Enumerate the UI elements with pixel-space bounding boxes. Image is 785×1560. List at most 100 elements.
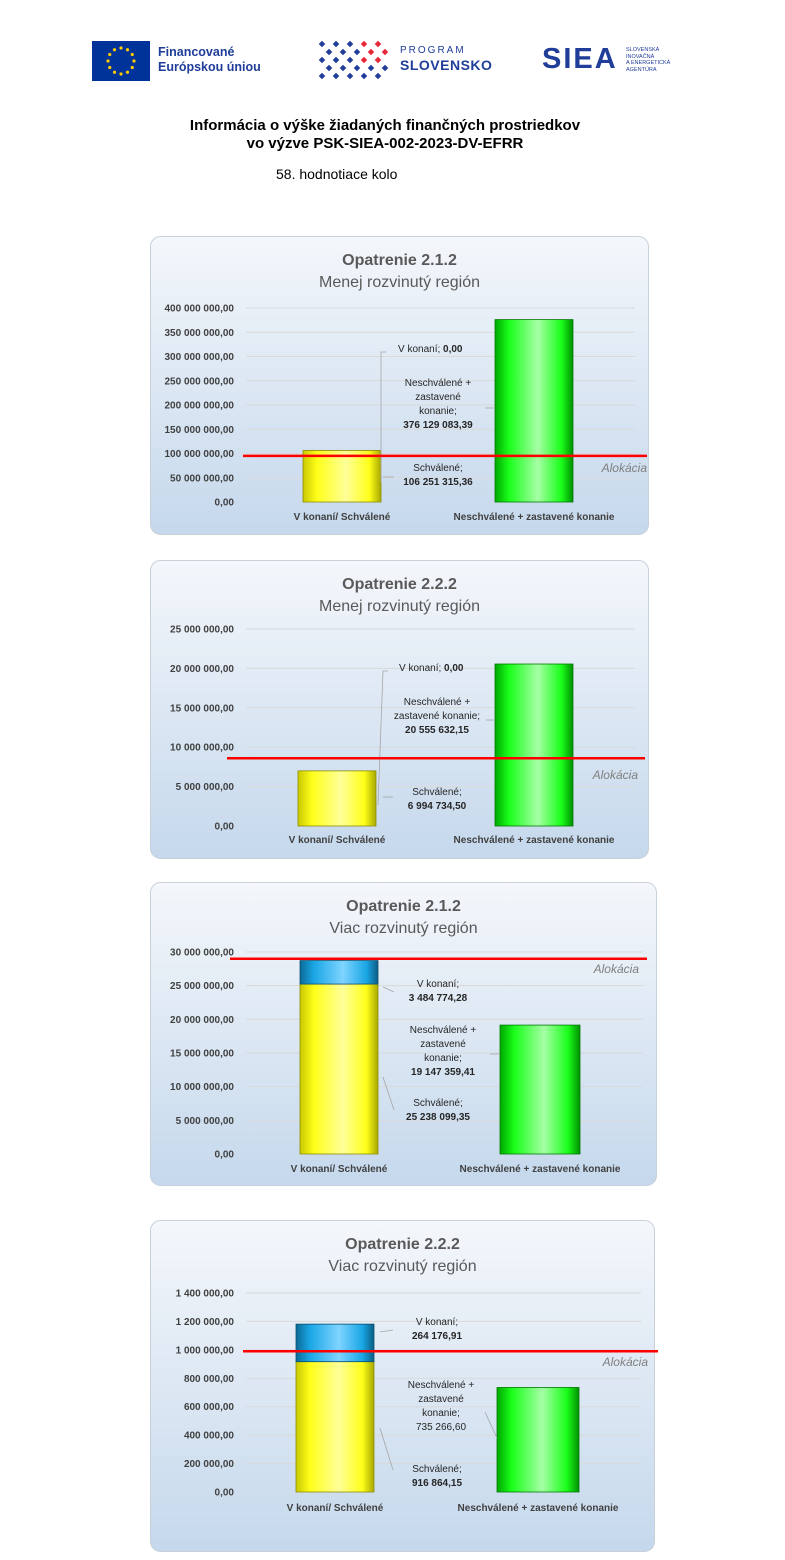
bar-approved — [297, 770, 377, 827]
eu-logo-text: Financované Európskou úniou — [158, 45, 261, 74]
y-tick-label: 10 000 000,00 — [170, 1082, 234, 1093]
bar-rejected — [499, 1024, 581, 1155]
eu-star-icon — [119, 46, 123, 50]
chart-svg: Opatrenie 2.1.2 Menej rozvinutý región 0,0… — [150, 236, 649, 535]
data-label: V konaní; 0,00 — [398, 344, 463, 355]
y-tick-label: 25 000 000,00 — [170, 981, 234, 992]
label-leader-line — [379, 1329, 394, 1333]
y-tick-label: 15 000 000,00 — [170, 703, 234, 714]
bar-rejected — [496, 1387, 580, 1493]
ps-diamond-icon — [346, 72, 354, 80]
label-leader-line — [377, 670, 388, 806]
y-tick-label: 400 000,00 — [184, 1431, 234, 1442]
category-label: Neschválené + zastavené konanie — [454, 835, 615, 846]
ps-diamond-icon — [346, 40, 354, 48]
y-tick-label: 1 200 000,00 — [176, 1317, 235, 1328]
y-tick-label: 5 000 000,00 — [176, 782, 235, 793]
category-label: V konaní/ Schválené — [287, 1503, 384, 1514]
ps-diamond-icon — [318, 72, 326, 80]
y-tick-label: 150 000 000,00 — [164, 425, 234, 436]
ps-diamond-icon — [318, 56, 326, 64]
data-label: Schválené; 25 238 099,35 — [406, 1098, 470, 1123]
data-label: Neschválené + zastavené konanie; 20 555 63… — [394, 697, 480, 736]
chart-subtitle: Menej rozvinutý región — [319, 598, 480, 615]
chart-title: Opatrenie 2.2.2 — [345, 1236, 460, 1253]
eu-star-icon — [125, 70, 130, 74]
ps-diamond-icon — [318, 40, 326, 48]
eu-star-icon — [112, 48, 117, 52]
bar-in-progress — [295, 1323, 375, 1363]
label-leader-line — [380, 351, 386, 482]
y-tick-label: 100 000 000,00 — [164, 449, 234, 460]
allocation-label: Alokácia — [602, 1355, 649, 1369]
category-label: V konaní/ Schválené — [294, 512, 391, 523]
y-tick-label: 10 000 000,00 — [170, 743, 234, 754]
data-label: Schválené; 916 864,15 — [412, 1464, 462, 1489]
data-label: Schválené; 6 994 734,50 — [408, 787, 467, 812]
siea-logo: SIEA SLOVENSKÁ INOVAČNÁ A ENERGETICKÁ AG… — [542, 43, 692, 83]
chart-title: Opatrenie 2.1.2 — [342, 252, 457, 269]
y-tick-label: 600 000,00 — [184, 1402, 234, 1413]
y-tick-label: 50 000 000,00 — [170, 473, 234, 484]
chart-title: Opatrenie 2.1.2 — [346, 898, 461, 915]
y-tick-label: 300 000 000,00 — [164, 352, 234, 363]
y-tick-label: 30 000 000,00 — [170, 948, 234, 959]
data-label: Neschválené + zastavené konanie; 735 266,60 — [408, 1380, 475, 1433]
category-label: Neschválené + zastavené konanie — [454, 512, 615, 523]
evaluation-round: 58. hodnotiace kolo — [276, 166, 398, 182]
chart-subtitle: Viac rozvinutý región — [328, 1258, 476, 1275]
y-tick-label: 15 000 000,00 — [170, 1049, 234, 1060]
chart-opatrenie-222-menej: Opatrenie 2.2.2 Menej rozvinutý región 0,0… — [150, 560, 649, 859]
ps-diamond-icon — [346, 56, 354, 64]
ps-diamond-icon — [353, 48, 361, 56]
ps-diamond-icon — [367, 64, 375, 72]
y-tick-label: 350 000 000,00 — [164, 328, 234, 339]
chart-svg: Opatrenie 2.2.2 Menej rozvinutý región 0,0… — [150, 560, 649, 859]
chart-subtitle: Viac rozvinutý región — [329, 920, 477, 937]
ps-diamond-icon — [332, 72, 340, 80]
y-tick-label: 200 000 000,00 — [164, 401, 234, 412]
chart-opatrenie-222-viac: Opatrenie 2.2.2 Viac rozvinutý región 0,00… — [150, 1220, 658, 1552]
eu-star-icon — [130, 65, 134, 70]
ps-logo-text-1: PROGRAM — [400, 45, 466, 56]
allocation-label: Alokácia — [593, 962, 640, 976]
y-tick-label: 20 000 000,00 — [170, 664, 234, 675]
chart-title: Opatrenie 2.2.2 — [342, 576, 457, 593]
label-leader-line — [382, 986, 395, 993]
data-label: V konaní; 3 484 774,28 — [409, 979, 468, 1004]
ps-diamond-icon — [374, 56, 382, 64]
bar-approved — [302, 450, 382, 503]
allocation-label: Alokácia — [601, 461, 648, 475]
data-label: Neschválené + zastavené konanie; 19 147 359… — [410, 1025, 477, 1078]
allocation-label: Alokácia — [592, 768, 639, 782]
ps-diamond-icon — [339, 48, 347, 56]
ps-diamond-icon — [374, 72, 382, 80]
eu-star-icon — [112, 70, 117, 74]
y-tick-label: 1 400 000,00 — [176, 1289, 235, 1300]
ps-logo-text-2: SLOVENSKO — [400, 57, 493, 73]
eu-logo: Financované Európskou úniou — [92, 41, 270, 81]
chart-svg: Opatrenie 2.2.2 Viac rozvinutý región 0,00… — [150, 1220, 658, 1552]
ps-diamond-icon — [339, 64, 347, 72]
y-tick-label: 0,00 — [215, 1150, 235, 1161]
eu-star-icon — [108, 52, 112, 57]
ps-diamond-icon — [381, 64, 389, 72]
chart-svg: Opatrenie 2.1.2 Viac rozvinutý región 0,00… — [150, 882, 657, 1186]
eu-star-icon — [130, 52, 134, 57]
eu-star-icon — [125, 48, 130, 52]
label-leader-line — [484, 1411, 498, 1439]
bar-approved — [299, 983, 379, 1155]
data-label: V konaní; 0,00 — [399, 663, 464, 674]
bar-approved — [295, 1361, 375, 1493]
data-label: Schválené; 106 251 315,36 — [403, 463, 473, 488]
bar-in-progress — [299, 960, 379, 985]
y-tick-label: 0,00 — [215, 822, 235, 833]
ps-diamond-icon — [374, 40, 382, 48]
chart-opatrenie-212-viac: Opatrenie 2.1.2 Viac rozvinutý región 0,00… — [150, 882, 657, 1186]
bar-rejected — [494, 319, 574, 503]
y-tick-label: 250 000 000,00 — [164, 376, 234, 387]
y-tick-label: 200 000,00 — [184, 1459, 234, 1470]
label-leader-line — [379, 1427, 394, 1471]
ps-diamond-icon — [360, 56, 368, 64]
y-tick-label: 0,00 — [215, 1488, 235, 1499]
